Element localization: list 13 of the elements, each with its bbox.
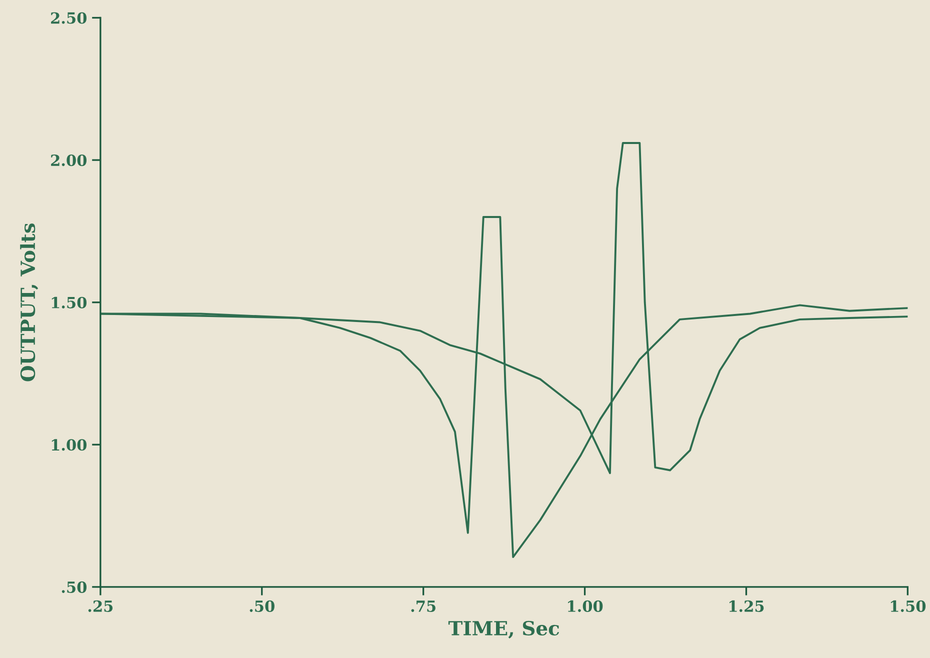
x-tick-label: .25 (88, 600, 113, 612)
x-tick-label: .50 (250, 600, 274, 612)
x-axis-title: TIME, Sec (448, 620, 560, 638)
y-tick-label: 1.00 (52, 439, 87, 451)
x-tick-label: 1.50 (890, 600, 926, 612)
x-tick-label: .75 (411, 600, 436, 612)
y-axis-title: OUTPUT, Volts (20, 223, 38, 382)
x-tick-label: 1.00 (568, 600, 603, 612)
y-tick-label: .50 (62, 581, 87, 593)
y-tick-label: 2.00 (51, 154, 87, 166)
y-tick-label: 2.50 (51, 12, 87, 24)
x-tick-label: 1.25 (729, 600, 764, 612)
y-tick-label: 1.50 (52, 296, 87, 308)
